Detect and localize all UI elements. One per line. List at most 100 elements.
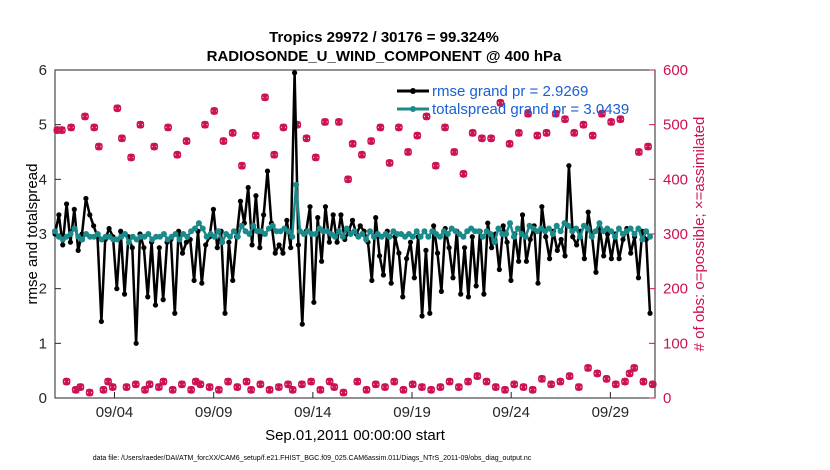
totalspread-point [522, 233, 529, 240]
totalspread-point [553, 222, 560, 229]
obs-assimilated-point [362, 386, 371, 394]
totalspread-point [409, 233, 416, 240]
totalspread-point [507, 220, 514, 227]
rmse-point [369, 277, 375, 284]
rmse-point [438, 288, 444, 294]
rmse-point [210, 206, 217, 212]
rmse-point [129, 245, 135, 251]
left-axis: 0 1 2 3 4 5 6 [39, 62, 61, 407]
totalspread-point [491, 239, 498, 246]
obs-assimilated-point [201, 120, 209, 129]
rmse-point [574, 242, 580, 248]
rmse-point [357, 223, 363, 229]
obs-assimilated-point [335, 118, 343, 126]
y-left-tick-label: 2 [39, 281, 47, 298]
rmse-point [523, 258, 529, 264]
obs-assimilated-point [528, 386, 537, 394]
legend-spread-label: totalspread grand pr = 3.0439 [432, 101, 629, 118]
x-tick-label: 09/09 [195, 404, 233, 421]
totalspread-point [421, 228, 428, 235]
rmse-point [635, 275, 642, 281]
obs-assimilated-point [95, 142, 103, 151]
obs-assimilated-point [436, 383, 445, 391]
totalspread-point [145, 231, 152, 237]
obs-assimilated-point [284, 380, 292, 389]
rmse-point [647, 310, 653, 316]
totalspread-point [339, 233, 346, 240]
totalspread-point [386, 233, 393, 240]
rmse-point [264, 168, 271, 174]
totalspread-point [363, 236, 370, 243]
totalspread-point [635, 225, 642, 232]
obs-assimilated-point [127, 153, 135, 162]
rmse-point [87, 212, 93, 218]
rmse-point [183, 239, 189, 245]
legend: rmse grand pr = 2.9269 totalspread grand… [397, 83, 629, 118]
obs-assimilated-point [468, 129, 477, 137]
rmse-point [152, 302, 159, 308]
obs-assimilated-point [178, 380, 186, 389]
y-left-tick-label: 1 [39, 335, 47, 352]
rmse-point [465, 294, 472, 300]
obs-assimilated-point [238, 161, 246, 170]
rmse-point [330, 212, 336, 218]
rmse-point [214, 245, 220, 251]
obs-assimilated-point [228, 129, 237, 137]
rmse-point [419, 313, 425, 319]
totalspread-point [312, 231, 319, 237]
obs-assimilated-point [399, 386, 408, 394]
rmse-point [222, 310, 228, 316]
rmse-point [554, 247, 560, 253]
totalspread-point [269, 222, 276, 229]
totalspread-point [125, 239, 132, 246]
obs-assimilated-point [487, 134, 495, 143]
rmse-point [543, 234, 549, 240]
obs-assimilated-point [390, 377, 398, 386]
totalspread-point [219, 239, 226, 246]
rmse-point [616, 256, 622, 262]
rmse-point [245, 184, 251, 191]
obs-assimilated-point [612, 380, 620, 389]
rmse-point [106, 225, 112, 232]
rmse-point [485, 220, 491, 226]
totalspread-point [495, 225, 502, 232]
obs-assimilated-point [168, 386, 177, 394]
obs-assimilated-point [372, 380, 380, 389]
rmse-point [71, 206, 77, 212]
obs-assimilated-point [247, 386, 255, 394]
totalspread-point [285, 228, 292, 235]
obs-assimilated-point [432, 161, 440, 170]
obs-assimilated-point [482, 377, 491, 386]
obs-assimilated-point [205, 383, 214, 391]
y-left-tick-label: 3 [39, 226, 47, 243]
rmse-point [249, 242, 255, 248]
obs-assimilated-point [215, 386, 223, 394]
rmse-point [230, 277, 236, 284]
obs-assimilated-point [85, 388, 94, 397]
rmse-point [427, 310, 433, 316]
rmse-point [450, 275, 456, 281]
totalspread-point [79, 236, 86, 243]
x-tick-label: 09/29 [592, 404, 630, 421]
right-axis: 0 100 200 300 400 500 600 [649, 62, 688, 407]
obs-assimilated-point [76, 383, 85, 391]
rmse-point [141, 245, 147, 251]
totalspread-point [647, 233, 654, 240]
obs-count-markers [53, 93, 657, 397]
obs-assimilated-point [136, 120, 145, 129]
obs-assimilated-point [321, 118, 329, 126]
rmse-point [257, 245, 263, 251]
chart-title-line2: RADIOSONDE_U_WIND_COMPONENT @ 400 hPa [207, 48, 562, 65]
totalspread-point [293, 181, 300, 188]
totalspread-point [172, 231, 179, 237]
totalspread-point [565, 222, 572, 229]
totalspread-point [343, 225, 350, 232]
rmse-point [199, 280, 205, 286]
obs-assimilated-point [367, 137, 375, 145]
rmse-point [585, 209, 591, 215]
rmse-point [307, 204, 313, 210]
data-file-footnote: data file: /Users/raeder/DAI/ATM_forcXX/… [93, 455, 532, 462]
totalspread-point [246, 231, 253, 237]
rmse-point [261, 212, 267, 218]
totalspread-point [643, 228, 650, 235]
